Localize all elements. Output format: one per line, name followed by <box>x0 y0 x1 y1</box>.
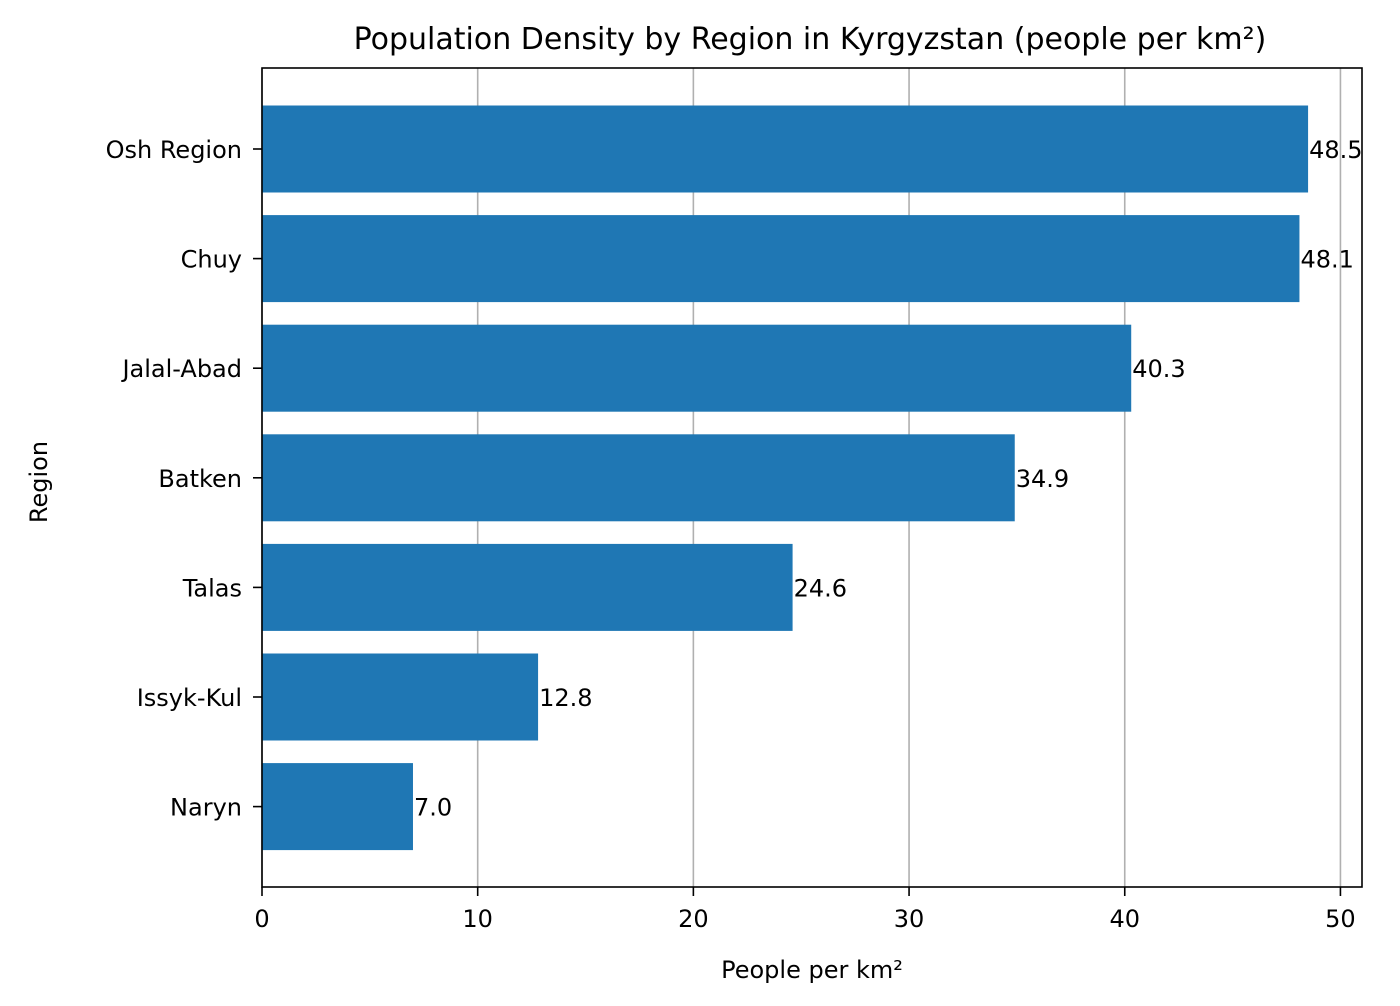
x-tick-label: 50 <box>1325 905 1356 933</box>
x-axis-label: People per km² <box>721 956 903 984</box>
y-tick-label: Chuy <box>181 246 242 274</box>
x-tick-label: 0 <box>254 905 269 933</box>
data-label: 12.8 <box>539 684 592 712</box>
data-labels: 48.5 48.1 40.3 34.9 24.6 12.8 7.0 <box>414 136 1363 822</box>
bar <box>262 763 413 851</box>
chart-title: Population Density by Region in Kyrgyzst… <box>354 22 1267 57</box>
y-axis-label: Region <box>25 441 53 523</box>
data-label: 7.0 <box>414 794 452 822</box>
data-label: 40.3 <box>1132 355 1185 383</box>
bar <box>262 215 1300 303</box>
y-tick-label: Naryn <box>170 794 242 822</box>
bar <box>262 105 1309 193</box>
data-label: 24.6 <box>794 574 847 602</box>
y-tick-label: Issyk-Kul <box>137 684 242 712</box>
bar <box>262 543 793 631</box>
bars <box>262 105 1309 851</box>
data-label: 48.1 <box>1300 246 1353 274</box>
y-tick-label: Batken <box>158 465 242 493</box>
x-ticks: 0 10 20 30 40 50 <box>254 887 1356 933</box>
data-label: 34.9 <box>1016 465 1069 493</box>
y-tick-label: Jalal-Abad <box>120 355 242 383</box>
y-tick-label: Talas <box>182 574 242 602</box>
x-tick-label: 10 <box>462 905 493 933</box>
data-label: 48.5 <box>1309 136 1362 164</box>
x-tick-label: 40 <box>1109 905 1140 933</box>
x-tick-label: 20 <box>678 905 709 933</box>
y-ticks: Osh Region Chuy Jalal-Abad Batken Talas Issyk… <box>106 136 262 822</box>
bar <box>262 324 1132 412</box>
x-tick-label: 30 <box>894 905 925 933</box>
bar <box>262 434 1015 522</box>
bar <box>262 653 539 741</box>
y-tick-label: Osh Region <box>106 136 242 164</box>
